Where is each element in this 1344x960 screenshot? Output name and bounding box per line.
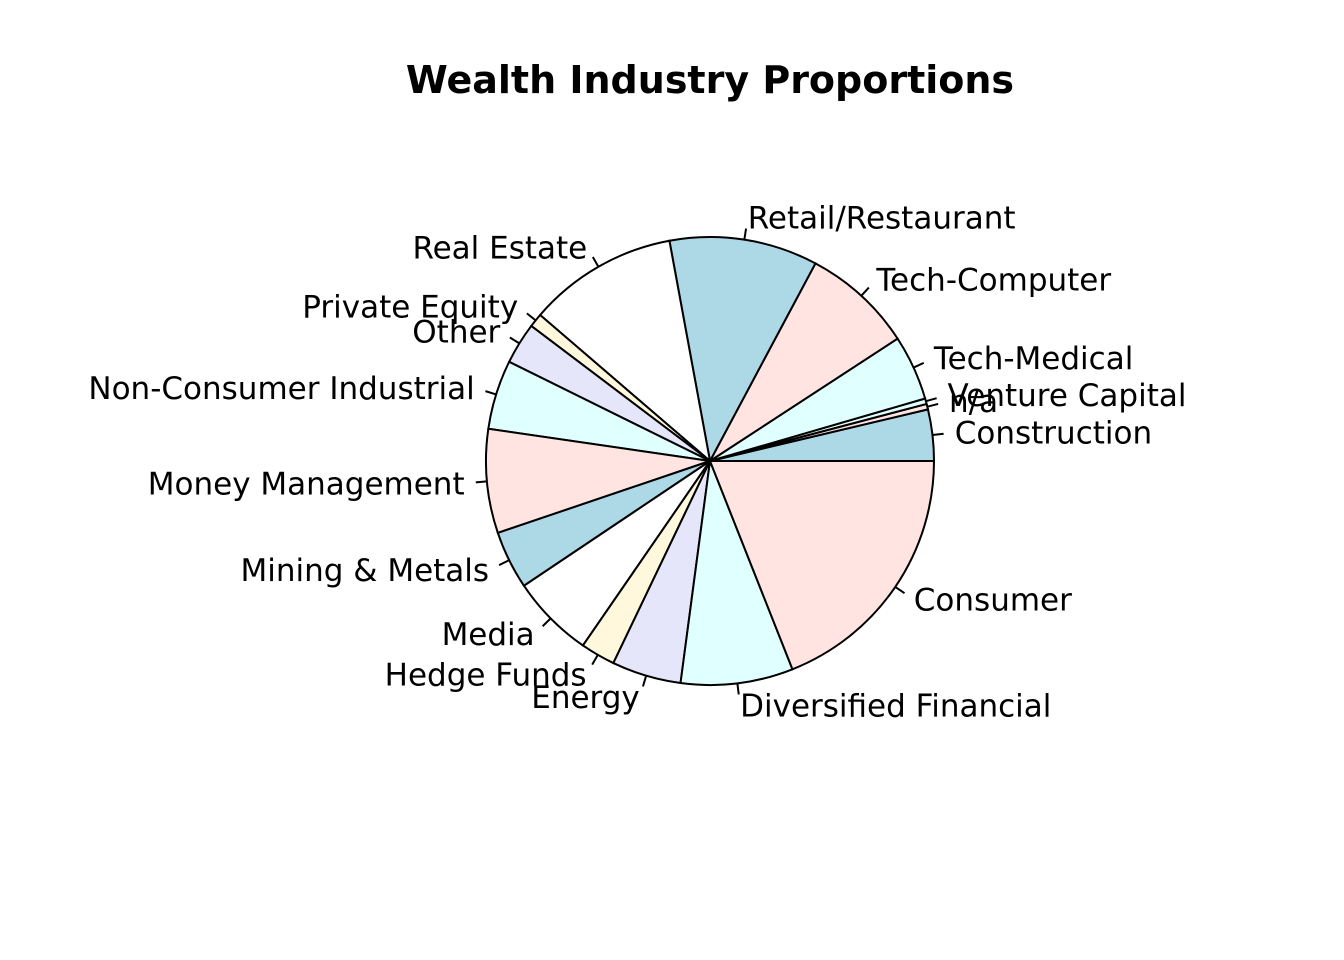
pie-label-venture-capital: Venture Capital (947, 378, 1186, 414)
leader-line-media (541, 617, 552, 627)
leader-line-tech-computer (860, 286, 870, 297)
pie-leader-lines (475, 228, 944, 695)
leader-line-mining-metals (498, 559, 510, 567)
leader-line-money-management (475, 480, 488, 484)
pie-slice-consumer (708, 460, 936, 671)
pie-label-non-consumer-industrial: Non-Consumer Industrial (88, 371, 474, 407)
leader-line-construction (932, 432, 944, 437)
pie-label-n-a: n/a (949, 384, 998, 420)
pie-label-diversified-financial: Diversified Financial (740, 689, 1051, 725)
chart-title: Wealth Industry Proportions (406, 58, 1014, 102)
pie-label-retail-restaurant: Retail/Restaurant (748, 201, 1016, 237)
pie-label-other: Other (412, 315, 500, 351)
leader-line-venture-capital (925, 397, 937, 403)
leader-line-tech-medical (913, 361, 925, 369)
pie-label-real-estate: Real Estate (412, 230, 587, 266)
leader-line-other (509, 336, 520, 345)
leader-line-non-consumer-industrial (485, 390, 497, 396)
pie-label-hedge-funds: Hedge Funds (385, 657, 587, 693)
pie-label-mining-metals: Mining & Metals (241, 553, 490, 589)
pie-slice-money-management (485, 427, 711, 535)
pie-slice-diversified-financial (679, 457, 794, 686)
pie-label-media: Media (442, 617, 535, 653)
leader-line-hedge-funds (591, 654, 599, 666)
pie-label-money-management: Money Management (148, 466, 465, 502)
leader-line-energy (642, 675, 648, 687)
leader-line-consumer (894, 586, 906, 595)
pie-slices (485, 236, 936, 686)
pie-label-tech-computer: Tech-Computer (875, 262, 1111, 298)
pie-label-tech-medical: Tech-Medical (933, 341, 1133, 377)
leader-line-retail-restaurant (743, 228, 748, 240)
pie-label-construction: Construction (955, 415, 1152, 451)
leader-line-private-equity (526, 312, 537, 322)
pie-slice-real-estate (538, 239, 712, 464)
leader-line-diversified-financial (736, 683, 740, 695)
pie-label-energy: Energy (531, 680, 640, 716)
leader-line-real-estate (591, 256, 600, 268)
leader-line-n-a (927, 402, 939, 408)
pie-label-private-equity: Private Equity (302, 289, 518, 325)
pie-label-consumer: Consumer (914, 583, 1072, 619)
pie-slice-retail-restaurant (668, 236, 817, 464)
